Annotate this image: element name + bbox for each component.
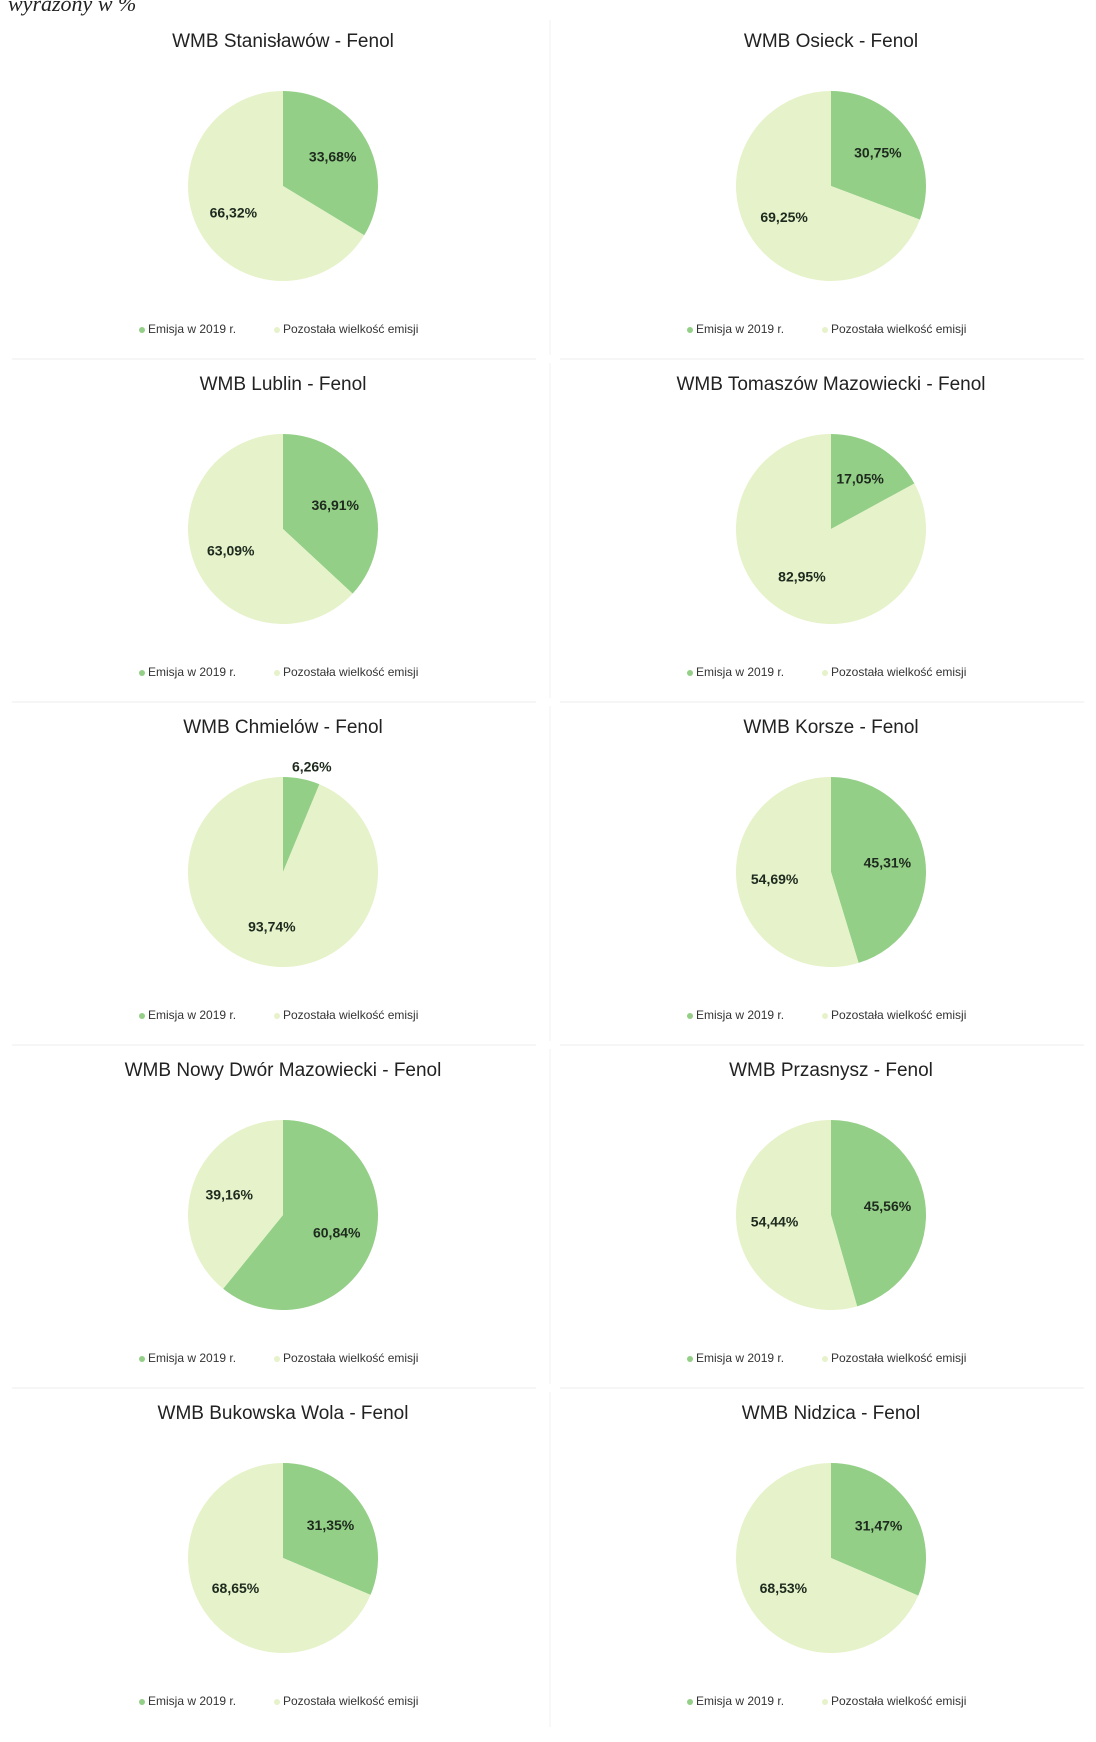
chart-title: WMB Stanisławów - Fenol [172, 31, 394, 52]
legend-marker [139, 327, 145, 333]
legend-marker [139, 1699, 145, 1705]
legend-label: Emisja w 2019 r. [148, 1351, 236, 1365]
data-label: 45,31% [864, 854, 912, 870]
legend-marker [274, 327, 280, 333]
chart-title: WMB Lublin - Fenol [200, 374, 367, 395]
pie-slice [831, 1120, 926, 1307]
data-label: 6,26% [292, 758, 332, 774]
legend-marker [139, 1013, 145, 1019]
legend-marker [687, 1013, 693, 1019]
legend-label: Emisja w 2019 r. [148, 322, 236, 336]
chart-title: WMB Korsze - Fenol [743, 717, 918, 738]
legend-label: Emisja w 2019 r. [696, 322, 784, 336]
chart-title: WMB Nowy Dwór Mazowiecki - Fenol [125, 1060, 442, 1081]
legend-label: Emisja w 2019 r. [696, 665, 784, 679]
chart-title: WMB Chmielów - Fenol [183, 717, 383, 738]
data-label: 66,32% [210, 205, 258, 221]
legend-label: Pozostała wielkość emisji [283, 665, 418, 679]
pie-slice [736, 777, 859, 967]
legend-marker [687, 1356, 693, 1362]
pie-slice [831, 91, 926, 220]
legend-marker [822, 327, 828, 333]
legend-marker [822, 1699, 828, 1705]
data-label: 69,25% [760, 209, 808, 225]
data-label: 54,69% [751, 871, 799, 887]
legend-label: Pozostała wielkość emisji [283, 1351, 418, 1365]
data-label: 63,09% [207, 542, 255, 558]
pie-slice [188, 91, 365, 281]
pie-slice [831, 777, 927, 963]
legend-marker [139, 1356, 145, 1362]
pie-slice [736, 91, 920, 281]
pie-slice [283, 777, 320, 872]
pie-slice [736, 1463, 919, 1654]
pie-slice [188, 1120, 283, 1289]
legend-label: Emisja w 2019 r. [148, 665, 236, 679]
legend-marker [274, 1356, 280, 1362]
legend-label: Emisja w 2019 r. [148, 1008, 236, 1022]
pie-slice [187, 1463, 371, 1653]
data-label: 17,05% [836, 471, 884, 487]
legend-label: Pozostała wielkość emisji [831, 1008, 966, 1022]
legend-marker [687, 1699, 693, 1705]
pie-slice [831, 1463, 926, 1596]
legend-label: Emisja w 2019 r. [148, 1694, 236, 1708]
pie-slice [283, 1463, 378, 1595]
legend-marker [274, 670, 280, 676]
data-label: 33,68% [309, 149, 357, 165]
chart-title: WMB Nidzica - Fenol [742, 1403, 920, 1424]
legend-marker [274, 1013, 280, 1019]
data-label: 68,65% [212, 1580, 260, 1596]
chart-title: WMB Przasnysz - Fenol [729, 1060, 933, 1081]
legend-label: Pozostała wielkość emisji [831, 1351, 966, 1365]
legend-label: Pozostała wielkość emisji [831, 665, 966, 679]
legend-label: Pozostała wielkość emisji [283, 322, 418, 336]
legend-marker [822, 1356, 828, 1362]
legend-label: Pozostała wielkość emisji [831, 322, 966, 336]
pie-slice [283, 434, 379, 594]
legend-marker [687, 670, 693, 676]
data-label: 82,95% [778, 569, 826, 585]
legend-label: Emisja w 2019 r. [696, 1351, 784, 1365]
pie-slice [188, 434, 353, 624]
pie-slice [187, 777, 378, 967]
pie-slice [283, 91, 379, 236]
pie-slice [831, 434, 915, 529]
legend-label: Emisja w 2019 r. [696, 1008, 784, 1022]
legend-label: Pozostała wielkość emisji [283, 1008, 418, 1022]
data-label: 60,84% [313, 1225, 361, 1241]
chart-title: WMB Osieck - Fenol [744, 31, 918, 52]
legend-marker [822, 1013, 828, 1019]
legend-marker [274, 1699, 280, 1705]
pie-slice [736, 434, 927, 624]
chart-title: WMB Tomaszów Mazowiecki - Fenol [676, 374, 985, 395]
chart-title: WMB Bukowska Wola - Fenol [158, 1403, 409, 1424]
header: wyrażony w % [8, 0, 136, 16]
legend-label: Pozostała wielkość emisji [831, 1694, 966, 1708]
data-label: 45,56% [864, 1198, 912, 1214]
data-label: 54,44% [751, 1214, 799, 1230]
data-label: 93,74% [248, 919, 296, 935]
data-label: 30,75% [854, 144, 902, 160]
legend-marker [822, 670, 828, 676]
data-label: 39,16% [206, 1187, 254, 1203]
data-label: 31,47% [855, 1517, 903, 1533]
legend-label: Emisja w 2019 r. [696, 1694, 784, 1708]
data-label: 31,35% [307, 1517, 355, 1533]
pie-slice [223, 1120, 379, 1310]
data-label: 36,91% [312, 497, 360, 513]
pie-slice [735, 1120, 858, 1311]
legend-marker [139, 670, 145, 676]
legend-label: Pozostała wielkość emisji [283, 1694, 418, 1708]
legend-marker [687, 327, 693, 333]
data-label: 68,53% [760, 1580, 808, 1596]
